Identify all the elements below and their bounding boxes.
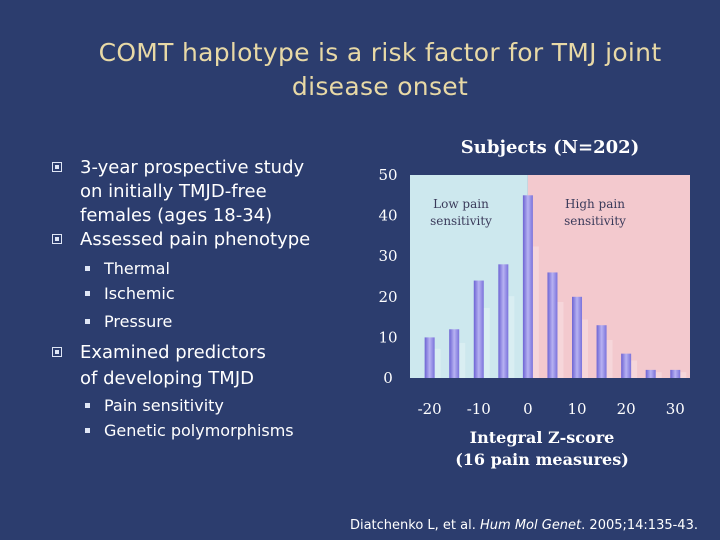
region-label-line-1: High pain — [565, 197, 625, 211]
sub-bullet-thermal: Thermal — [52, 256, 342, 281]
citation-journal: Hum Mol Genet — [480, 518, 582, 533]
bullet-study: 3-year prospective study on initially TM… — [52, 156, 342, 228]
bar-shadow — [530, 246, 539, 378]
y-tick-label: 40 — [378, 207, 397, 225]
bullet-phenotype-text: Assessed pain phenotype — [80, 229, 311, 250]
x-axis-label-line-1: Integral Z-score — [470, 428, 615, 447]
sub-bullet-text: Ischemic — [104, 284, 175, 303]
bullet-study-line-2: on initially TMJD-free — [80, 181, 267, 202]
y-tick-label: 20 — [378, 288, 397, 306]
bar — [572, 296, 583, 378]
bar-shadow — [629, 360, 638, 378]
bar-shadow — [580, 319, 589, 378]
x-tick-label: 10 — [567, 400, 586, 418]
sub-bullet-ischemic: Ischemic — [52, 281, 342, 306]
sub-bullet-pain-sensitivity: Pain sensitivity — [52, 393, 342, 418]
bar — [621, 353, 632, 378]
bar — [596, 325, 607, 378]
bar-shadow — [653, 372, 662, 378]
bar-shadow — [604, 339, 613, 378]
bar-shadow — [457, 342, 466, 378]
square-bullet-icon — [85, 291, 90, 296]
bullet-predictors-line-1: Examined predictors — [80, 342, 266, 363]
bullet-study-line-1: 3-year prospective study — [80, 157, 305, 178]
x-tick-label: 20 — [617, 400, 636, 418]
slide-title: COMT haplotype is a risk factor for TMJ … — [40, 36, 720, 104]
sub-bullet-text: Genetic polymorphisms — [104, 421, 294, 440]
y-tick-label: 30 — [378, 247, 397, 265]
chart-title: Subjects (N=202) — [461, 137, 639, 158]
sub-bullet-pressure: Pressure — [52, 309, 342, 334]
x-tick-label: 30 — [666, 400, 685, 418]
bar-shadow — [432, 348, 441, 378]
region-label-line-1: Low pain — [433, 197, 489, 211]
bar — [645, 369, 656, 378]
square-bullet-icon — [85, 403, 90, 408]
bar-shadow — [506, 296, 515, 378]
region-label-line-2: sensitivity — [564, 214, 626, 228]
bullet-marker-icon — [52, 347, 62, 357]
sub-bullet-text: Pressure — [104, 312, 173, 331]
x-tick-label: -10 — [467, 400, 491, 418]
sub-bullet-text: Pain sensitivity — [104, 396, 224, 415]
bar-shadow — [678, 372, 687, 378]
bullet-predictors: Examined predictors of developing TMJD — [52, 340, 342, 392]
bar — [473, 280, 484, 378]
region-label-line-2: sensitivity — [430, 214, 492, 228]
citation: Diatchenko L, et al. Hum Mol Genet. 2005… — [350, 518, 698, 533]
title-line-2: disease onset — [291, 72, 469, 101]
bar — [522, 195, 533, 378]
bar-shadow — [555, 301, 564, 378]
bullet-marker-icon — [52, 234, 62, 244]
bullet-phenotype: Assessed pain phenotype — [52, 228, 342, 252]
x-tick-label: -20 — [418, 400, 442, 418]
bar — [498, 264, 509, 378]
sub-bullet-genetic: Genetic polymorphisms — [52, 418, 342, 443]
bar-shadow — [481, 307, 490, 378]
y-tick-label: 10 — [378, 328, 397, 346]
square-bullet-icon — [85, 319, 90, 324]
bar — [449, 329, 460, 378]
y-tick-label: 50 — [378, 166, 397, 184]
bar — [547, 272, 558, 378]
histogram-chart: Subjects (N=202) 0 10 20 30 40 50 -20 -10 0 10 20 30… — [355, 128, 700, 473]
bullet-predictors-line-2: of developing TMJD — [80, 368, 254, 389]
square-bullet-icon — [85, 266, 90, 271]
bar — [424, 337, 435, 378]
x-axis-label-line-2: (16 pain measures) — [455, 450, 629, 469]
citation-authors: Diatchenko L, et al. — [349, 518, 481, 533]
x-tick-label: 0 — [523, 400, 533, 418]
square-bullet-icon — [85, 428, 90, 433]
citation-details: . 2005;14:135-43. — [581, 518, 698, 533]
histogram-svg: Subjects (N=202) 0 10 20 30 40 50 -20 -10 0 10 20 30… — [378, 137, 690, 469]
bullet-list: 3-year prospective study on initially TM… — [52, 156, 342, 443]
sub-bullet-text: Thermal — [104, 259, 170, 278]
y-tick-label: 0 — [383, 369, 393, 387]
title-line-1: COMT haplotype is a risk factor for TMJ … — [98, 38, 662, 67]
bullet-marker-icon — [52, 162, 62, 172]
bar — [670, 369, 681, 378]
bullet-study-line-3: females (ages 18-34) — [80, 205, 273, 226]
